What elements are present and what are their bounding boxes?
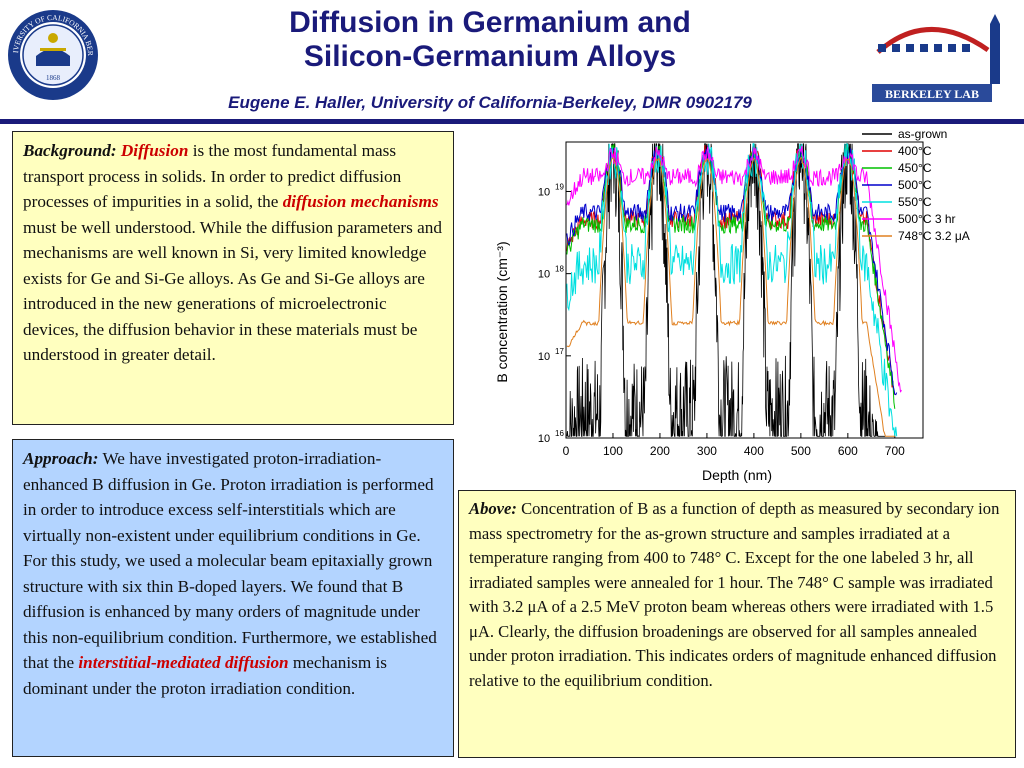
background-label: Background: bbox=[23, 141, 117, 160]
approach-text-2: mechanism is dominant under the proton i… bbox=[23, 653, 387, 698]
y-tick-exponent: 19 bbox=[555, 182, 564, 191]
y-tick-exponent: 18 bbox=[555, 265, 564, 274]
lbl-text: BERKELEY LAB bbox=[885, 87, 979, 101]
background-keyword-diffusion: Diffusion bbox=[120, 141, 189, 160]
legend-label: 500°C bbox=[898, 178, 932, 192]
background-text-2: must be well understood. While the diffu… bbox=[23, 217, 442, 365]
legend-label: as-grown bbox=[898, 127, 947, 141]
y-tick-label: 10 bbox=[538, 433, 550, 445]
x-tick-label: 300 bbox=[697, 444, 717, 458]
above-caption-box: Above: Concentration of B as a function … bbox=[458, 490, 1016, 758]
x-tick-label: 0 bbox=[563, 444, 570, 458]
x-axis-label: Depth (nm) bbox=[702, 467, 772, 483]
legend-label: 500°C 3 hr bbox=[898, 212, 956, 226]
series-line bbox=[566, 143, 886, 438]
seal-year: 1868 bbox=[46, 74, 61, 82]
above-text: Concentration of B as a function of dept… bbox=[469, 499, 1000, 690]
y-tick-label: 10 bbox=[538, 186, 550, 198]
header-rule bbox=[0, 119, 1024, 124]
legend-label: 748°C 3.2 μA bbox=[898, 229, 970, 243]
approach-text-1: We have investigated proton-irradiation-… bbox=[23, 449, 437, 672]
series-line bbox=[566, 142, 898, 437]
background-text-1: is the most fundamental mass transport p… bbox=[23, 141, 402, 211]
x-tick-label: 200 bbox=[650, 444, 670, 458]
x-tick-label: 700 bbox=[885, 444, 905, 458]
berkeley-lab-logo: BERKELEY LAB bbox=[872, 14, 1000, 102]
uc-berkeley-seal-logo: 1868 THE UNIVERSITY OF CALIFORNIA BERKEL… bbox=[6, 8, 98, 100]
background-keyword-mechanisms: diffusion mechanisms bbox=[282, 192, 439, 211]
title-line-2: Silicon-Germanium Alloys bbox=[303, 40, 677, 73]
legend-label: 400°C bbox=[898, 144, 932, 158]
y-axis-label: B concentration (cm⁻³) bbox=[494, 241, 510, 382]
approach-label: Approach: bbox=[23, 449, 99, 468]
approach-keyword: interstitial-mediated diffusion bbox=[78, 653, 289, 672]
chart-series bbox=[566, 142, 902, 438]
y-tick-label: 10 bbox=[538, 351, 550, 363]
author-subtitle: Eugene E. Haller, University of Californ… bbox=[228, 93, 752, 112]
legend-label: 450°C bbox=[898, 161, 932, 175]
y-tick-exponent: 17 bbox=[555, 347, 564, 356]
y-tick-label: 10 bbox=[538, 269, 550, 281]
x-tick-label: 100 bbox=[603, 444, 623, 458]
b-concentration-chart: 0 100 200 300 400 500 600 700 10 16 10 17 10 18 10 19 a… bbox=[494, 127, 970, 483]
x-tick-label: 400 bbox=[744, 444, 764, 458]
x-tick-label: 600 bbox=[838, 444, 858, 458]
above-label: Above: bbox=[469, 499, 517, 518]
x-tick-label: 500 bbox=[791, 444, 811, 458]
background-box: Background: Diffusion is the most fundam… bbox=[12, 131, 454, 425]
page-title: Diffusion in Germanium and Silicon-Germa… bbox=[180, 6, 800, 74]
chart-legend: as-grown 400°C 450°C 500°C 550°C 500°C 3 hr 74… bbox=[862, 127, 970, 243]
approach-box: Approach: We have investigated proton-ir… bbox=[12, 439, 454, 757]
y-tick-exponent: 16 bbox=[555, 429, 564, 438]
legend-label: 550°C bbox=[898, 195, 932, 209]
title-line-1: Diffusion in Germanium and bbox=[289, 6, 691, 39]
series-line bbox=[566, 156, 895, 437]
